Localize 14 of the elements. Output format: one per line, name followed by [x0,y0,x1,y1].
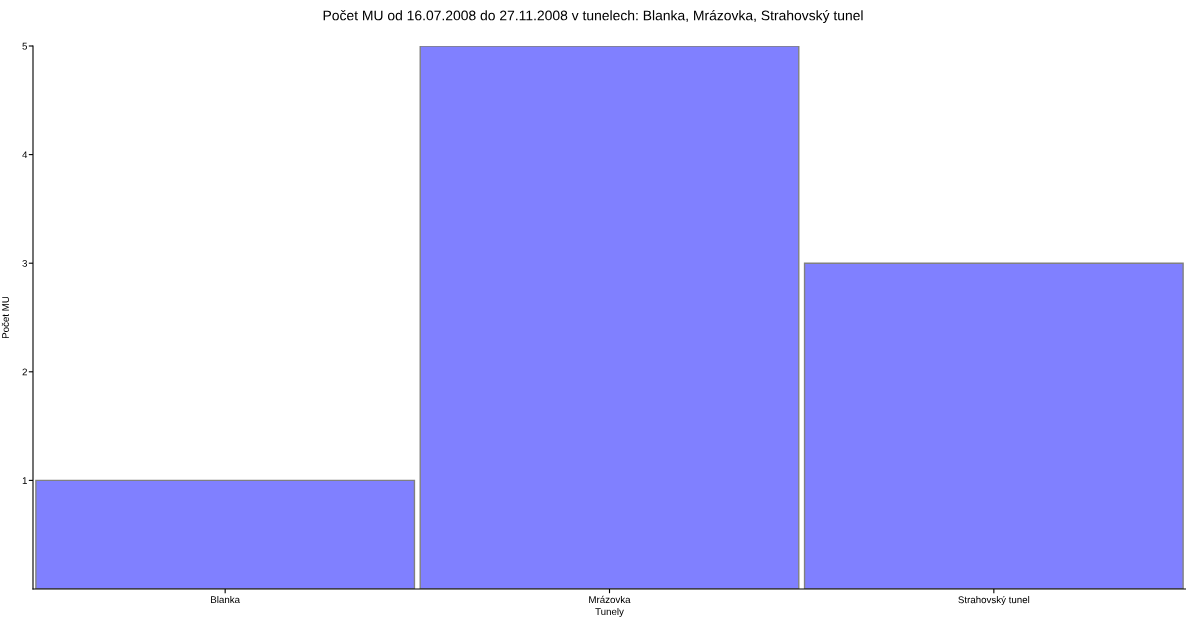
x-tick-label: Blanka [211,595,241,604]
x-tick-label: Mrázovka [589,595,631,604]
y-tick-label: 5 [22,42,28,50]
x-tick-label: Strahovský tunel [958,595,1030,606]
y-axis-title: Počet MU [1,296,10,339]
chart-title: Počet MU od 16.07.2008 do 27.11.2008 v tunelech: Blanka, Mrázovka, Strahovský tunel [323,10,863,24]
bar [35,479,416,589]
y-tick-label: 4 [22,151,28,159]
x-axis-title: Tunely [595,607,624,617]
bar [419,46,800,589]
y-tick-label: 3 [22,259,28,267]
bar [803,262,1184,589]
y-tick-label: 2 [22,368,27,376]
y-tick-label: 1 [22,477,27,484]
